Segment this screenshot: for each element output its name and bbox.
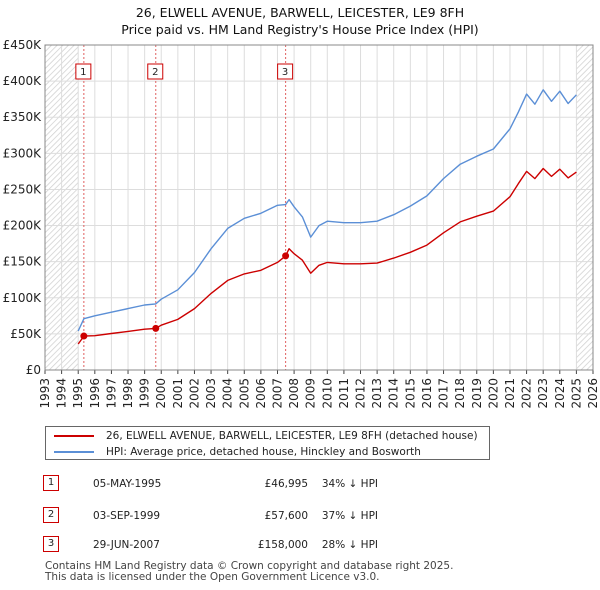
sale-date: 29-JUN-2007 <box>93 539 160 551</box>
series-line-property <box>77 167 577 345</box>
sale-hpi-diff: 37% ↓ HPI <box>321 510 378 522</box>
y-tick-label: £350K <box>3 110 43 124</box>
x-tick-label: 2024 <box>553 378 567 409</box>
sale-date: 05-MAY-1995 <box>93 478 162 490</box>
price-chart: £0 £50K £100K £150K £200K £250K £300K £350K £400… <box>3 38 600 409</box>
x-tick-label: 2006 <box>254 378 268 409</box>
sale-point <box>152 324 160 332</box>
x-tick-label: 2011 <box>337 378 351 409</box>
sale-label-box <box>277 63 294 80</box>
sale-price: £158,000 <box>257 539 308 551</box>
x-tick-label: 2012 <box>354 378 368 409</box>
footer-line: This data is licensed under the Open Gov… <box>45 571 380 583</box>
chart-title-line: 26, ELWELL AVENUE, BARWELL, LEICESTER, L… <box>135 5 465 20</box>
legend-swatch-property <box>54 435 94 437</box>
sale-label-text: 2 <box>152 67 158 78</box>
plot-frame <box>44 44 594 371</box>
legend-swatch-hpi <box>54 451 94 453</box>
x-tick-label: 2023 <box>536 378 550 409</box>
x-tick-label: 1994 <box>55 378 69 409</box>
sale-label-box <box>75 63 92 80</box>
plot-area <box>45 45 593 370</box>
x-tick-label: 2025 <box>569 378 583 409</box>
sale-price: £46,995 <box>264 478 308 490</box>
x-tick-label: 2020 <box>486 378 500 409</box>
x-tick-label: 2007 <box>270 378 284 409</box>
x-tick-label: 1996 <box>88 378 102 409</box>
chart-title: 26, ELWELL AVENUE, BARWELL, LEICESTER, L… <box>0 4 600 38</box>
x-tick-label: 2021 <box>503 378 517 409</box>
y-tick-label: £50K <box>10 327 42 341</box>
y-tick-label: £100K <box>3 291 43 305</box>
chart-subtitle-line: Price paid vs. HM Land Registry's House … <box>121 22 479 37</box>
x-tick-label: 2003 <box>204 378 218 409</box>
x-tick-label: 1999 <box>138 378 152 409</box>
x-tick-label: 2026 <box>586 378 600 409</box>
x-tick-label: 2016 <box>420 378 434 409</box>
x-tick-label: 2000 <box>154 378 168 409</box>
sale-price: £57,600 <box>264 510 308 522</box>
sale-hpi-diff: 28% ↓ HPI <box>321 539 378 551</box>
x-tick-label: 2018 <box>453 378 467 409</box>
sale-label-text: 3 <box>282 67 288 78</box>
x-tick-label: 2008 <box>287 378 301 409</box>
y-tick-label: £200K <box>3 219 43 233</box>
sale-hpi-diff: 34% ↓ HPI <box>321 478 378 490</box>
x-tick-label: 2017 <box>437 378 451 409</box>
sale-point <box>80 332 88 340</box>
sale-number-badge: 1 <box>43 475 59 491</box>
x-tick-label: 2010 <box>320 378 334 409</box>
sale-number-badge: 3 <box>43 536 59 552</box>
y-tick-label: £300K <box>3 146 43 160</box>
footer-line: Contains HM Land Registry data © Crown c… <box>45 560 454 572</box>
legend: 26, ELWELL AVENUE, BARWELL, LEICESTER, L… <box>45 426 490 460</box>
x-tick-label: 2009 <box>304 378 318 409</box>
x-tick-label: 1997 <box>104 378 118 409</box>
footer-attribution: Contains HM Land Registry data © Crown c… <box>45 561 453 583</box>
y-tick-label: £0 <box>26 363 41 377</box>
legend-label-property: 26, ELWELL AVENUE, BARWELL, LEICESTER, L… <box>106 430 478 442</box>
x-tick-label: 2013 <box>370 378 384 409</box>
sale-number-badge: 2 <box>43 507 59 523</box>
sale-date: 03-SEP-1999 <box>93 510 161 522</box>
x-tick-label: 2022 <box>520 378 534 409</box>
sale-point <box>282 252 290 260</box>
y-tick-label: £450K <box>3 38 43 52</box>
x-tick-label: 1995 <box>71 378 85 409</box>
x-tick-label: 2014 <box>387 378 401 409</box>
sale-label-box <box>147 63 164 80</box>
x-tick-label: 1993 <box>38 378 52 409</box>
legend-label-hpi: HPI: Average price, detached house, Hinc… <box>106 446 421 458</box>
x-tick-label: 2002 <box>187 378 201 409</box>
sale-label-text: 1 <box>80 67 86 78</box>
x-tick-label: 2004 <box>221 378 235 409</box>
x-tick-label: 2015 <box>403 378 417 409</box>
y-tick-label: £400K <box>3 74 43 88</box>
x-tick-label: 2019 <box>470 378 484 409</box>
series-line-hpi <box>77 89 577 332</box>
x-tick-label: 2005 <box>237 378 251 409</box>
hatched-region <box>576 45 593 370</box>
x-tick-label: 1998 <box>121 378 135 409</box>
y-tick-label: £150K <box>3 255 43 269</box>
y-tick-label: £250K <box>3 182 43 196</box>
x-tick-label: 2001 <box>171 378 185 409</box>
